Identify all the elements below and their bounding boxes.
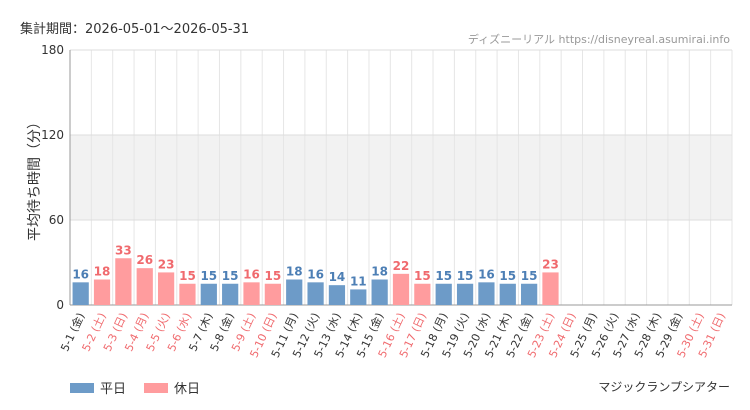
shaded-band <box>70 135 732 220</box>
data-label: 15 <box>499 269 516 283</box>
data-label: 18 <box>286 265 303 279</box>
y-tick-label: 180 <box>41 43 64 57</box>
data-label: 15 <box>414 269 431 283</box>
data-label: 15 <box>435 269 452 283</box>
legend-weekday[interactable]: 平日 <box>70 378 126 397</box>
attraction-name: マジックランプシアター <box>598 380 730 394</box>
y-tick-label: 0 <box>56 298 64 312</box>
data-label: 23 <box>158 257 175 271</box>
legend: 平日 休日 <box>70 378 218 397</box>
bar <box>93 279 111 305</box>
bar <box>414 283 431 305</box>
data-label: 16 <box>307 267 324 281</box>
data-label: 33 <box>115 243 132 257</box>
bar <box>115 258 132 305</box>
y-tick-label: 60 <box>49 213 64 227</box>
data-label: 26 <box>136 253 153 267</box>
period-label: 集計期間：2026-05-01〜2026-05-31 <box>20 22 250 37</box>
bar <box>521 283 538 305</box>
bar <box>157 272 175 305</box>
data-label: 14 <box>329 270 346 284</box>
data-label: 18 <box>94 265 111 279</box>
bar <box>392 273 410 305</box>
bar <box>499 283 516 305</box>
weekday-swatch <box>70 382 94 393</box>
data-label: 22 <box>393 259 410 273</box>
bar <box>179 283 196 305</box>
data-label: 16 <box>243 267 260 281</box>
legend-holiday-label: 休日 <box>174 382 201 397</box>
bar <box>478 282 495 305</box>
bar <box>350 289 367 305</box>
site-credit: ディズニーリアル https://disneyreal.asumirai.inf… <box>467 33 730 46</box>
data-label: 23 <box>542 257 559 271</box>
bar <box>222 283 239 305</box>
data-label: 15 <box>222 269 239 283</box>
legend-weekday-label: 平日 <box>100 382 127 397</box>
data-label: 16 <box>72 267 89 281</box>
bar <box>542 272 559 305</box>
data-label: 15 <box>179 269 196 283</box>
data-label: 11 <box>350 274 367 288</box>
bar <box>328 285 346 305</box>
bar <box>264 283 281 305</box>
bar <box>200 283 217 305</box>
y-tick-label: 120 <box>41 128 64 142</box>
legend-holiday[interactable]: 休日 <box>144 378 200 397</box>
bar <box>371 279 388 305</box>
data-label: 15 <box>200 269 217 283</box>
bar <box>456 283 474 305</box>
holiday-swatch <box>144 382 169 393</box>
data-label: 18 <box>371 265 388 279</box>
data-label: 16 <box>478 267 495 281</box>
bar <box>435 283 452 305</box>
bar <box>243 282 260 305</box>
data-label: 15 <box>521 269 538 283</box>
bar <box>136 268 153 305</box>
data-label: 15 <box>457 269 474 283</box>
bar <box>72 282 89 305</box>
data-label: 15 <box>265 269 282 283</box>
bar <box>307 282 324 305</box>
bar <box>286 279 303 305</box>
